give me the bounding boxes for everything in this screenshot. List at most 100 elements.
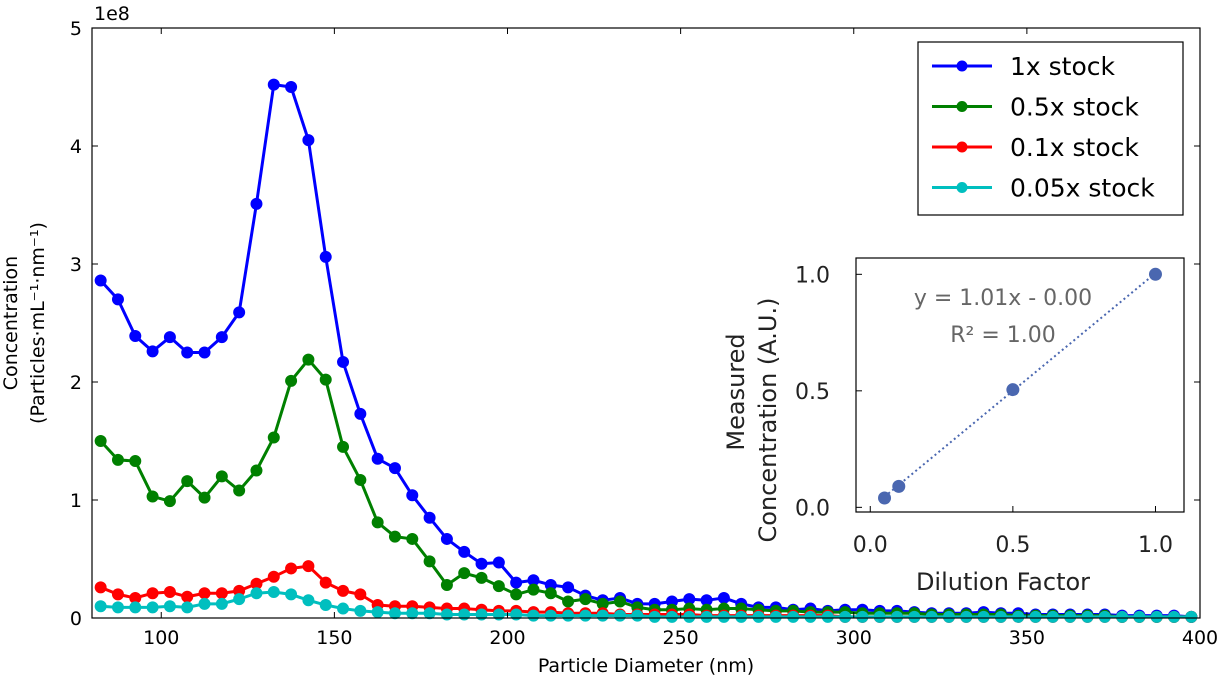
- x-tick-label: 350: [1009, 627, 1045, 649]
- legend-items: 1x stock 0.5x stock 0.1x stock 0.05x stock: [932, 52, 1155, 203]
- data-point: [267, 78, 280, 91]
- series-3: [94, 586, 1198, 623]
- legend-label: 0.05x stock: [1010, 174, 1155, 203]
- data-point: [302, 560, 315, 573]
- data-point: [302, 353, 315, 366]
- data-point: [1081, 610, 1094, 623]
- data-point: [337, 602, 350, 615]
- data-point: [492, 608, 505, 621]
- data-point: [562, 581, 575, 594]
- y-tick-label: 0: [70, 608, 82, 630]
- data-point: [423, 607, 436, 620]
- data-point: [492, 556, 505, 569]
- data-point: [129, 601, 142, 614]
- data-point: [181, 475, 194, 488]
- data-point: [423, 511, 436, 524]
- data-point: [752, 610, 765, 623]
- data-point: [925, 610, 938, 623]
- data-point: [1185, 610, 1198, 623]
- data-point: [596, 609, 609, 622]
- data-point: [129, 329, 142, 342]
- data-point: [475, 557, 488, 570]
- data-point: [839, 610, 852, 623]
- legend-item: 0.05x stock: [932, 174, 1155, 203]
- data-point: [267, 586, 280, 599]
- data-point: [111, 453, 124, 466]
- legend-label: 0.1x stock: [1010, 133, 1139, 162]
- y-tick-label: 5: [70, 18, 82, 40]
- data-point: [337, 355, 350, 368]
- data-point: [371, 516, 384, 529]
- data-point: [337, 584, 350, 597]
- data-point: [908, 610, 921, 623]
- data-point: [735, 610, 748, 623]
- inset-marks: [878, 267, 1162, 505]
- data-point: [717, 591, 730, 604]
- data-point: [1012, 610, 1025, 623]
- data-point: [319, 373, 332, 386]
- inset-data-point: [892, 479, 906, 493]
- y-tick-label: 3: [70, 254, 82, 276]
- data-point: [233, 593, 246, 606]
- data-point: [354, 604, 367, 617]
- data-point: [371, 606, 384, 619]
- data-point: [579, 593, 592, 606]
- data-point: [285, 562, 298, 575]
- data-point: [285, 588, 298, 601]
- data-point: [198, 346, 211, 359]
- data-point: [717, 610, 730, 623]
- data-point: [337, 440, 350, 453]
- data-point: [1046, 610, 1059, 623]
- data-point: [787, 610, 800, 623]
- y-scale-label: 1e8: [94, 3, 130, 25]
- inset-y-tick-label: 0.0: [795, 496, 830, 521]
- data-point: [631, 609, 644, 622]
- data-point: [475, 608, 488, 621]
- data-point: [198, 587, 211, 600]
- data-point: [527, 609, 540, 622]
- legend-swatch-marker: [956, 60, 968, 72]
- y-axis-label-line2: (Particles·mL⁻¹·nm⁻¹): [27, 222, 49, 424]
- inset-x-axis-label: Dilution Factor: [916, 568, 1090, 596]
- series-line: [100, 590, 1192, 619]
- data-point: [129, 455, 142, 468]
- data-point: [856, 610, 869, 623]
- x-tick-label: 100: [143, 627, 179, 649]
- data-point: [111, 588, 124, 601]
- x-tick-label: 400: [1182, 627, 1218, 649]
- x-tick-label: 250: [662, 627, 698, 649]
- inset-y-tick-label: 0.5: [795, 380, 830, 405]
- inset-x-tick-label: 1.0: [1138, 533, 1173, 558]
- data-point: [181, 590, 194, 603]
- series-line: [99, 358, 1192, 619]
- data-point: [319, 599, 332, 612]
- inset-data-point: [1148, 267, 1162, 281]
- data-point: [579, 609, 592, 622]
- data-point: [475, 571, 488, 584]
- data-point: [354, 588, 367, 601]
- inset-x-tick-label: 0.0: [853, 533, 888, 558]
- data-point: [215, 587, 228, 600]
- data-point: [527, 583, 540, 596]
- main-series-group: [94, 78, 1198, 623]
- data-point: [181, 346, 194, 359]
- y-tick-label: 2: [70, 372, 82, 394]
- data-point: [440, 532, 453, 545]
- x-axis-label: Particle Diameter (nm): [538, 655, 754, 677]
- data-point: [406, 489, 419, 502]
- main-chart: 100 150 200 250 300 350 400 0 1 2 3 4 5 1e8 Particle…: [0, 3, 1218, 677]
- data-point: [458, 567, 471, 580]
- data-point: [163, 331, 176, 344]
- legend-swatch-marker: [956, 182, 968, 193]
- data-point: [562, 609, 575, 622]
- inset-plot-frame: [855, 257, 1185, 513]
- data-point: [1098, 610, 1111, 623]
- data-point: [146, 345, 159, 358]
- data-point: [406, 607, 419, 620]
- inset-y-axis-label-line1: Measured: [722, 333, 750, 450]
- data-point: [198, 491, 211, 504]
- legend-swatch-marker: [956, 101, 968, 112]
- data-point: [492, 580, 505, 593]
- data-point: [111, 293, 124, 306]
